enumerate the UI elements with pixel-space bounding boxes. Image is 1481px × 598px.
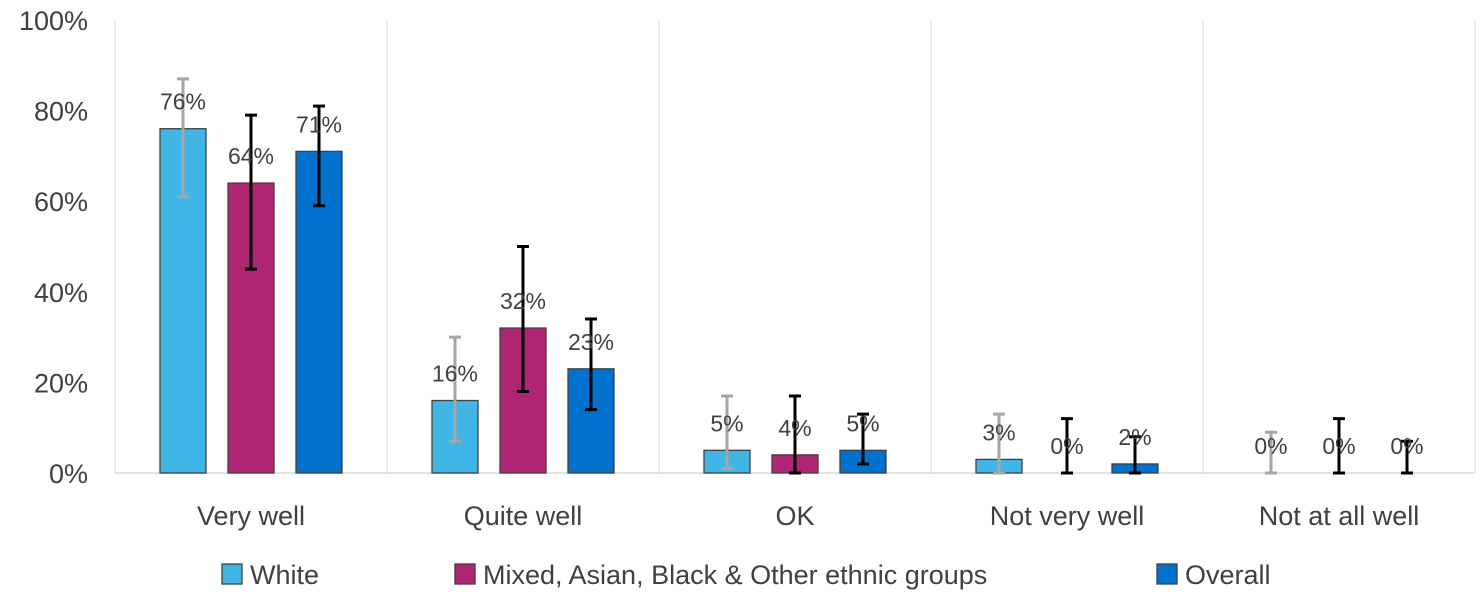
x-tick-label: Very well [197,501,305,531]
y-tick-label: 80% [34,97,88,127]
y-tick-label: 40% [34,278,88,308]
legend-swatch [1156,563,1178,585]
y-tick-label: 60% [34,187,88,217]
legend-swatch [454,563,476,585]
data-label: 3% [982,419,1015,445]
data-label: 0% [1390,433,1423,459]
legend-label: White [250,560,319,590]
data-label: 32% [500,288,546,314]
data-label: 5% [710,410,743,436]
data-label: 64% [228,143,274,169]
legend-label: Overall [1185,560,1271,590]
data-label: 5% [846,410,879,436]
data-label: 2% [1118,424,1151,450]
data-label: 16% [432,361,478,387]
x-tick-label: Not very well [990,501,1145,531]
y-tick-label: 100% [19,6,88,36]
data-label: 0% [1254,433,1287,459]
data-label: 23% [568,329,614,355]
data-label: 76% [160,89,206,115]
legend-label: Mixed, Asian, Black & Other ethnic group… [483,560,987,590]
x-tick-label: OK [775,501,814,531]
data-label: 0% [1050,433,1083,459]
x-tick-label: Quite well [464,501,583,531]
data-label: 0% [1322,433,1355,459]
data-label: 71% [296,111,342,137]
x-tick-label: Not at all well [1259,501,1420,531]
data-label: 4% [778,415,811,441]
y-tick-label: 20% [34,368,88,398]
y-tick-label: 0% [49,459,88,489]
legend-swatch [221,563,243,585]
